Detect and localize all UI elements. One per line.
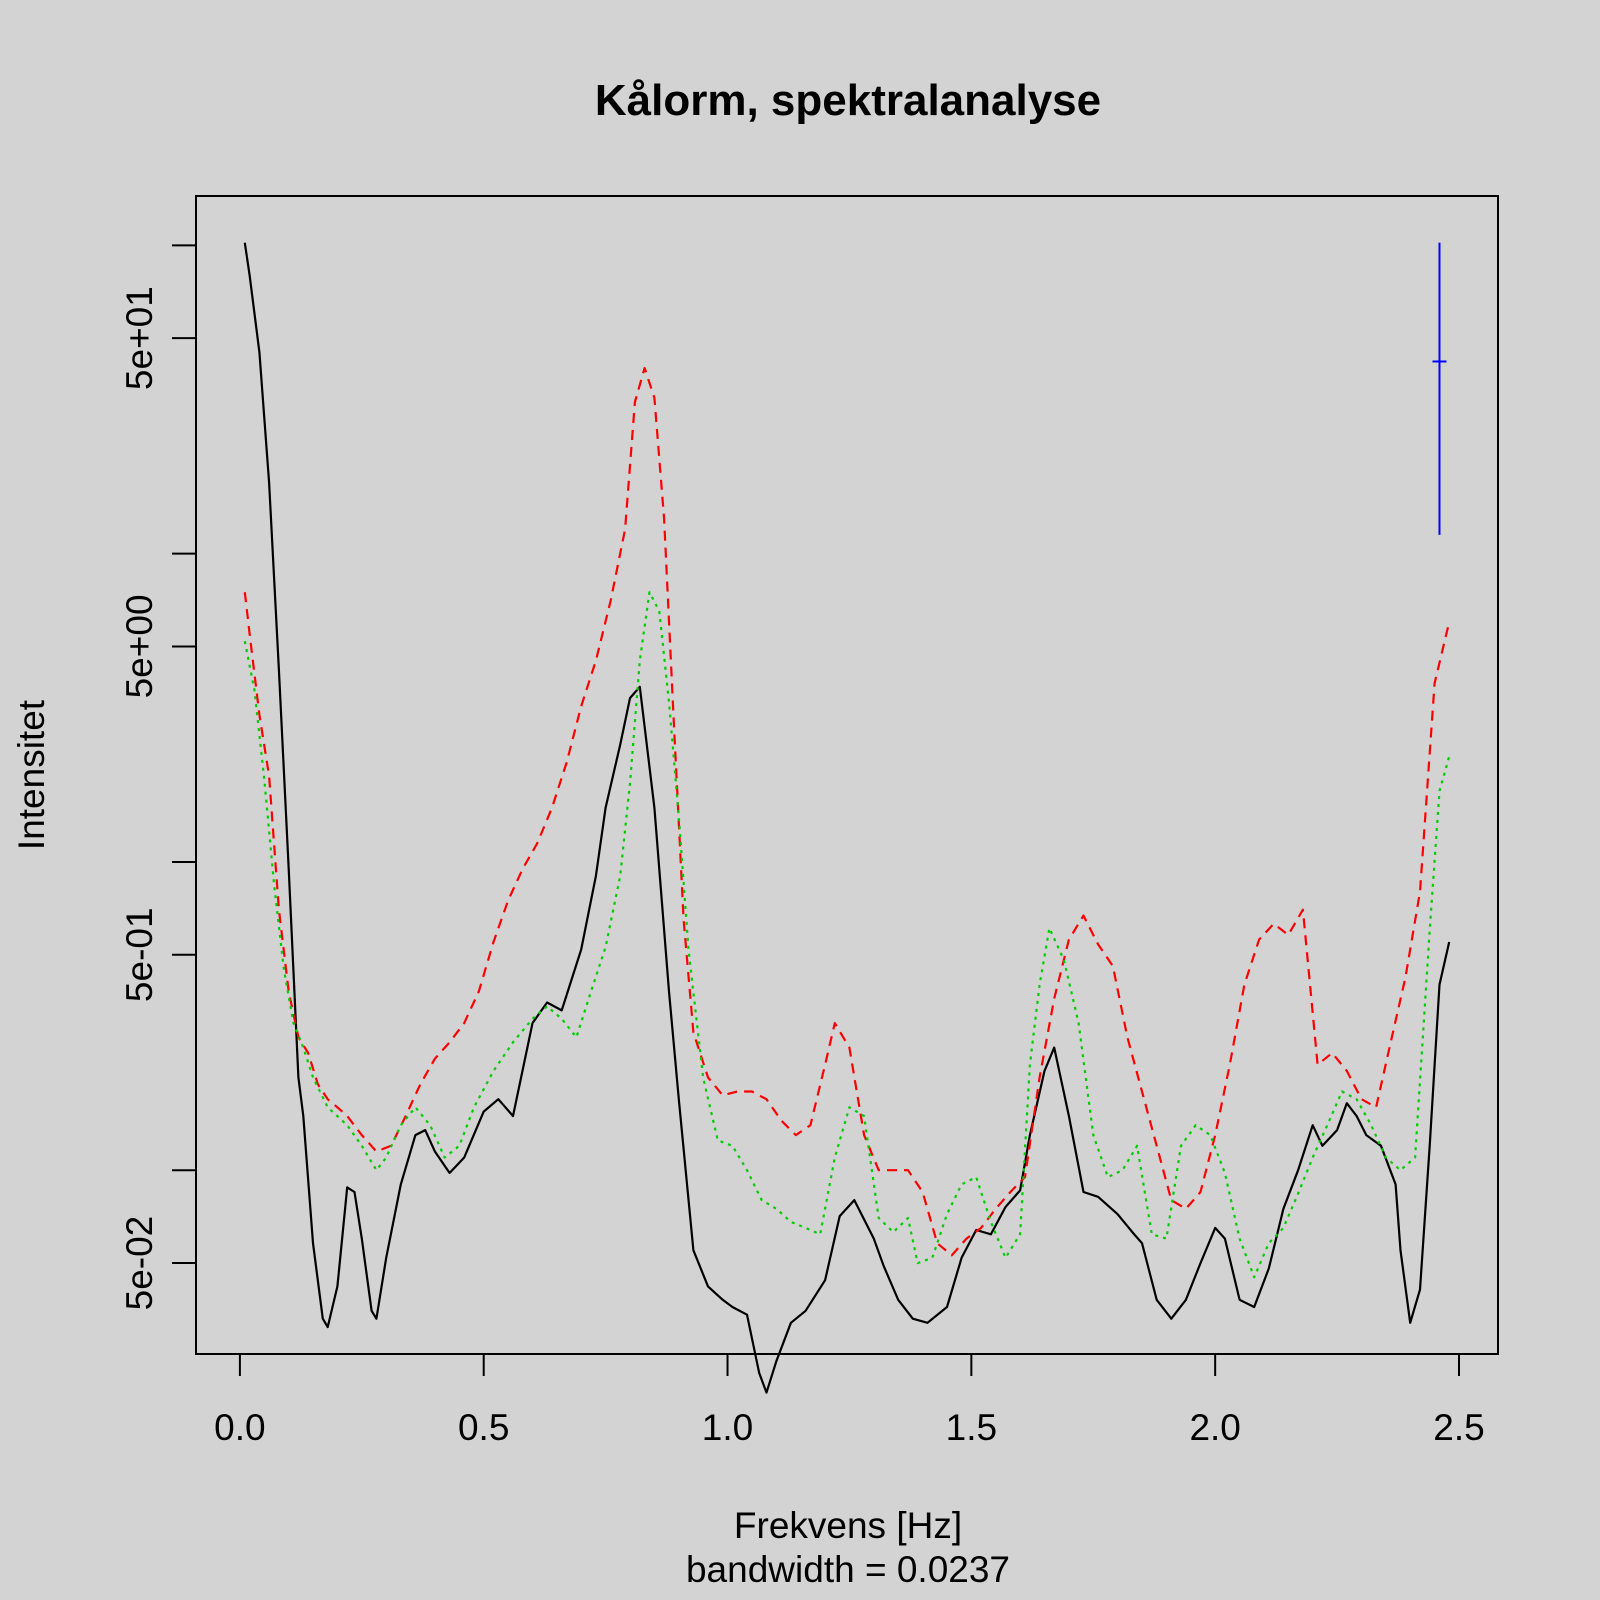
y-axis: 5e-02 5e-01 5e+00 5e+01 [119,244,197,1311]
ci-bar [1432,242,1447,535]
y-tick-label: 5e-01 [119,907,160,1002]
x-tick-label: 2.5 [1433,1407,1484,1448]
x-axis: 0.0 0.5 1.0 1.5 2.0 2.5 [214,1353,1485,1448]
chart-title: Kålorm, spektralanalyse [595,76,1101,125]
series-layer [243,242,1451,1394]
x-axis-label: Frekvens [Hz] [734,1505,962,1546]
y-tick-label: 5e+01 [119,286,160,390]
y-tick-label: 5e+00 [119,594,160,698]
x-tick-label: 1.0 [702,1407,753,1448]
series-line-1 [243,242,1451,1394]
x-tick-label: 1.5 [946,1407,997,1448]
x-tick-label: 2.0 [1189,1407,1240,1448]
series-line-3 [243,591,1451,1279]
plot-frame [195,195,1499,1355]
y-tick-label: 5e-02 [119,1216,160,1311]
y-axis-label: Intensitet [11,699,52,850]
bandwidth-label: bandwidth = 0.0237 [686,1549,1010,1590]
series-line-2 [243,366,1451,1257]
x-tick-label: 0.5 [458,1407,509,1448]
x-tick-label: 0.0 [214,1407,265,1448]
